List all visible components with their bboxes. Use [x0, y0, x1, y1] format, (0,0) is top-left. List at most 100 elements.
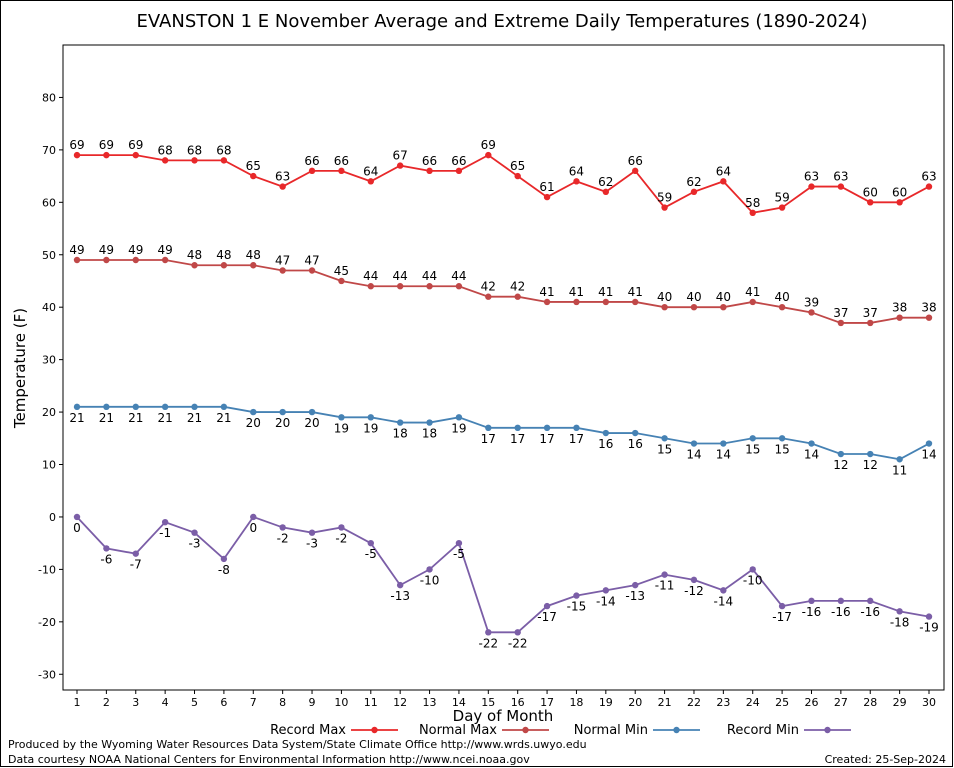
- data-label: -17: [537, 610, 557, 624]
- data-label: 66: [451, 154, 466, 168]
- data-label: 41: [598, 285, 613, 299]
- data-point: [690, 188, 698, 196]
- data-point: [573, 424, 580, 432]
- data-point: [720, 178, 727, 185]
- data-label: 66: [422, 154, 437, 168]
- data-label: 38: [921, 301, 936, 315]
- series-line: [76, 515, 930, 634]
- legend-item: Record Max: [270, 723, 398, 738]
- data-label: 63: [804, 170, 819, 184]
- data-label: 0: [249, 521, 257, 535]
- y-tick-label: 20: [42, 406, 56, 419]
- data-point: [632, 167, 639, 175]
- data-point: [690, 440, 698, 447]
- data-label: -10: [743, 573, 763, 587]
- data-label: 62: [686, 175, 701, 189]
- data-point: [279, 267, 286, 274]
- data-label: 66: [334, 154, 349, 168]
- data-point: [426, 283, 433, 290]
- data-label: 59: [774, 191, 789, 205]
- data-label: 67: [393, 149, 408, 163]
- x-tick-label: 27: [834, 696, 848, 709]
- data-label: -15: [567, 600, 587, 614]
- data-point: [191, 262, 198, 269]
- data-label: 48: [246, 248, 261, 262]
- data-point: [720, 440, 727, 447]
- data-point: [338, 277, 345, 285]
- data-point: [308, 408, 316, 416]
- data-label: 49: [128, 243, 143, 257]
- data-point: [132, 550, 139, 557]
- data-label: -7: [130, 558, 142, 572]
- chart-title: EVANSTON 1 E November Average and Extrem…: [137, 11, 868, 32]
- data-point: [73, 513, 81, 521]
- data-label: 49: [69, 243, 84, 257]
- data-point: [132, 403, 139, 411]
- data-label: 63: [275, 170, 290, 184]
- data-label: 66: [304, 154, 319, 168]
- data-label: 65: [246, 159, 261, 173]
- data-label: 41: [745, 285, 760, 299]
- data-point: [867, 199, 874, 206]
- legend-item: Normal Min: [574, 723, 700, 738]
- data-point: [220, 555, 228, 563]
- credit-line-1: Produced by the Wyoming Water Resources …: [8, 738, 587, 751]
- data-point: [925, 440, 933, 447]
- series-line: [77, 259, 929, 324]
- data-label: 49: [99, 243, 114, 257]
- data-point: [220, 157, 228, 164]
- data-point: [632, 429, 639, 437]
- data-point: [161, 256, 169, 264]
- data-point: [367, 283, 374, 290]
- data-label: 21: [216, 411, 231, 425]
- data-label: 69: [69, 138, 84, 152]
- data-label: 69: [481, 138, 496, 152]
- data-label: 44: [363, 269, 378, 283]
- data-point: [161, 157, 169, 164]
- data-label: 47: [275, 253, 290, 267]
- x-tick-label: 14: [452, 696, 466, 709]
- legend-marker: [522, 726, 529, 734]
- data-point: [749, 298, 756, 306]
- data-point: [250, 262, 257, 269]
- x-tick-label: 8: [279, 696, 286, 709]
- data-point: [749, 435, 756, 442]
- data-point: [367, 178, 374, 185]
- x-tick-label: 26: [804, 696, 818, 709]
- data-point: [308, 267, 316, 274]
- y-tick-label: 30: [42, 354, 56, 367]
- data-point: [514, 172, 521, 180]
- data-point: [837, 597, 845, 605]
- y-tick-label: 60: [42, 196, 56, 209]
- data-point: [632, 581, 639, 589]
- data-point: [867, 597, 874, 605]
- series-normal-min: 21 21 21 21 21 21 20 20 20 19 19 18 18 19 17 17 17 17 16 16…: [69, 403, 937, 477]
- data-label: 19: [363, 421, 378, 435]
- data-point: [191, 529, 198, 536]
- data-point: [896, 199, 903, 206]
- data-label: -19: [919, 621, 939, 635]
- data-label: -16: [802, 605, 822, 619]
- data-point: [573, 298, 580, 306]
- data-label: 64: [716, 164, 731, 178]
- data-label: 14: [921, 448, 936, 462]
- data-point: [837, 450, 845, 458]
- data-label: -10: [420, 573, 440, 587]
- x-axis-title: Day of Month: [453, 707, 554, 725]
- data-point: [925, 314, 933, 321]
- data-label: 0: [73, 521, 81, 535]
- series-record-max: 69 69 69 68 68 68 65 63 66 66 64 67 66 66 69 65 61 64 62 66…: [69, 138, 937, 217]
- data-label: 18: [422, 427, 437, 441]
- data-label: 44: [393, 269, 408, 283]
- x-tick-label: 21: [658, 696, 672, 709]
- y-tick-label: -30: [38, 668, 56, 681]
- data-label: 45: [334, 264, 349, 278]
- legend-marker: [673, 726, 680, 734]
- data-point: [573, 592, 580, 599]
- data-point: [543, 424, 551, 432]
- data-point: [396, 419, 404, 426]
- data-point: [396, 581, 404, 589]
- data-label: 21: [128, 411, 143, 425]
- data-label: 44: [422, 269, 437, 283]
- data-point: [103, 256, 110, 264]
